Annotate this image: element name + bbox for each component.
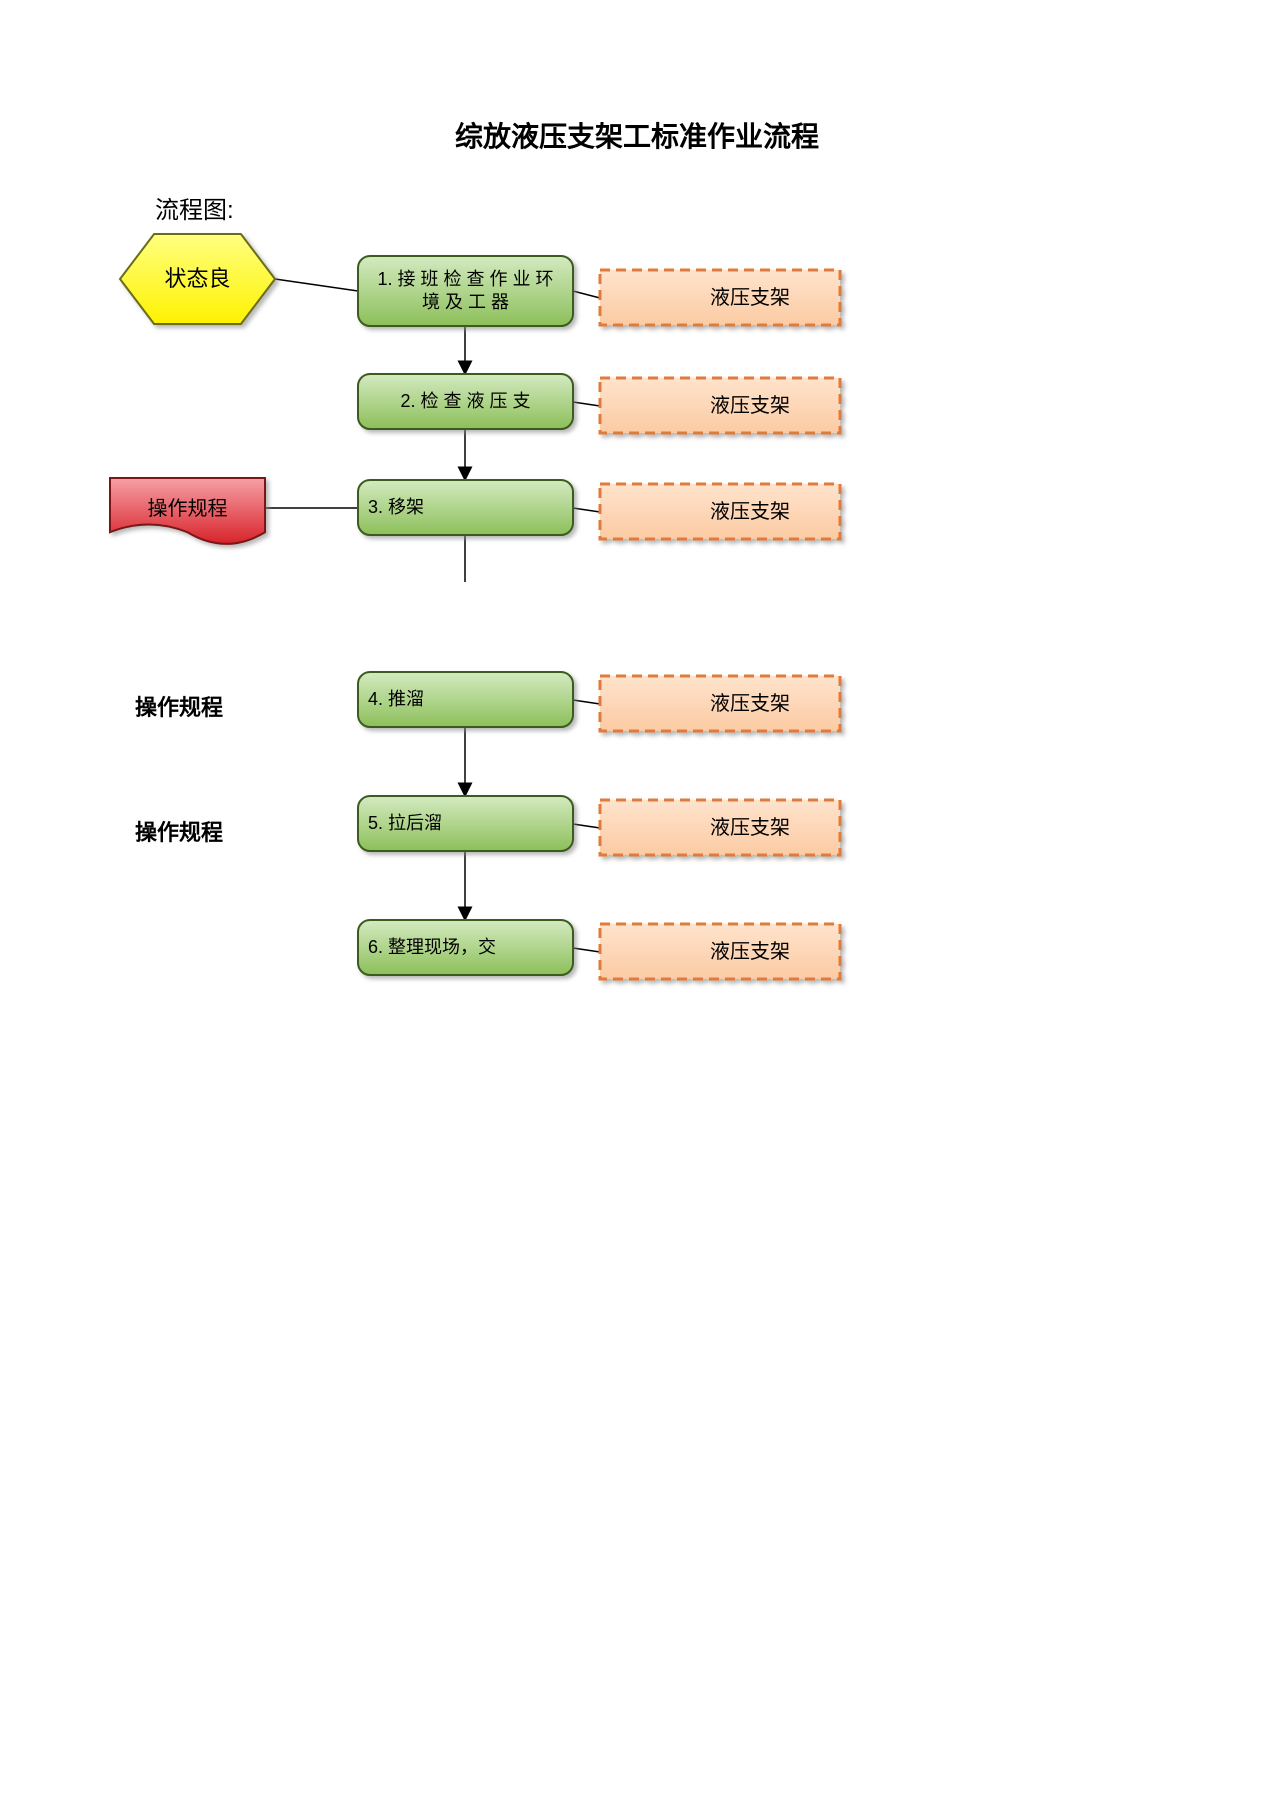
flow-node-label: 1. 接 班 检 查 作 业 环 境 及 工 器	[368, 256, 563, 326]
flow-node-label: 4. 推溜	[368, 672, 563, 727]
text-label: 操作规程	[135, 690, 223, 722]
flow-node-label: 2. 检 查 液 压 支	[368, 374, 563, 429]
text-label: 操作规程	[135, 815, 223, 847]
flow-node-label: 液压支架	[610, 800, 830, 855]
flow-edge	[573, 700, 600, 704]
flow-node-label: 液压支架	[610, 378, 830, 433]
flow-node-label: 状态良	[130, 234, 265, 324]
page: 综放液压支架工标准作业流程 流程图: 状态良1. 接 班 检 查 作 业 环 境…	[0, 0, 1274, 1804]
flow-node-label: 液压支架	[610, 270, 830, 325]
flow-node-label: 液压支架	[610, 484, 830, 539]
flow-edge	[573, 508, 600, 512]
flow-edge	[573, 824, 600, 828]
flowchart-canvas: 状态良 1. 接 班 检 查 作 业 环 境 及 工 器 2. 检 查 液 压 支操…	[0, 0, 1274, 1804]
flow-edge	[573, 402, 600, 406]
flow-edge	[573, 291, 600, 298]
flow-node-label: 液压支架	[610, 924, 830, 979]
flow-node-label: 3. 移架	[368, 480, 563, 535]
flow-node-label: 5. 拉后溜	[368, 796, 563, 851]
flow-node-label: 液压支架	[610, 676, 830, 731]
flow-edge	[275, 279, 358, 291]
flow-node-label: 操作规程	[120, 478, 255, 540]
flow-edge	[573, 948, 600, 952]
flow-node-label: 6. 整理现场，交	[368, 920, 563, 975]
